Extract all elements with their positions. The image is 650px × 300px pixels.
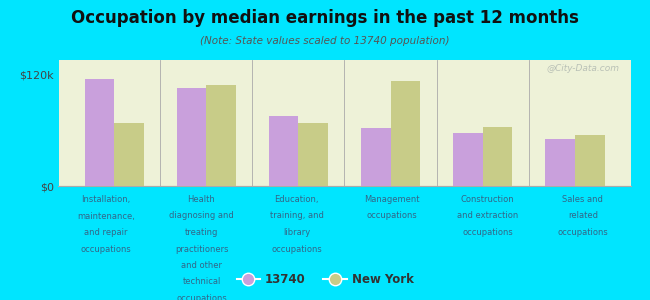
Bar — [84, 79, 114, 186]
Text: Sales and: Sales and — [562, 195, 603, 204]
Text: practitioners: practitioners — [175, 244, 228, 253]
Bar — [575, 135, 604, 186]
Bar — [483, 127, 512, 186]
Text: occupations: occupations — [462, 228, 513, 237]
Bar — [269, 116, 298, 186]
Text: occupations: occupations — [176, 294, 227, 300]
Text: treating: treating — [185, 228, 218, 237]
Text: @City-Data.com: @City-Data.com — [546, 64, 619, 73]
Bar — [206, 85, 236, 186]
Legend: 13740, New York: 13740, New York — [232, 269, 418, 291]
Text: related: related — [568, 212, 598, 220]
Text: Construction: Construction — [461, 195, 514, 204]
Text: occupations: occupations — [558, 228, 608, 237]
Text: technical: technical — [182, 278, 221, 286]
Text: and extraction: and extraction — [457, 212, 518, 220]
Text: and other: and other — [181, 261, 222, 270]
Text: occupations: occupations — [367, 212, 417, 220]
Bar — [114, 122, 144, 186]
Text: (Note: State values scaled to 13740 population): (Note: State values scaled to 13740 popu… — [200, 36, 450, 46]
Text: Installation,: Installation, — [81, 195, 131, 204]
Text: occupations: occupations — [272, 244, 322, 253]
Text: training, and: training, and — [270, 212, 324, 220]
Text: Health: Health — [188, 195, 215, 204]
Bar — [298, 122, 328, 186]
Bar — [391, 82, 420, 186]
Text: library: library — [283, 228, 311, 237]
Bar — [361, 128, 391, 186]
Bar — [177, 88, 206, 186]
Text: diagnosing and: diagnosing and — [169, 212, 234, 220]
Text: occupations: occupations — [81, 244, 131, 253]
Text: and repair: and repair — [84, 228, 128, 237]
Text: Management: Management — [365, 195, 420, 204]
Text: maintenance,: maintenance, — [77, 212, 135, 220]
Bar — [545, 139, 575, 186]
Text: Occupation by median earnings in the past 12 months: Occupation by median earnings in the pas… — [71, 9, 579, 27]
Text: Education,: Education, — [274, 195, 319, 204]
Bar — [453, 133, 483, 186]
